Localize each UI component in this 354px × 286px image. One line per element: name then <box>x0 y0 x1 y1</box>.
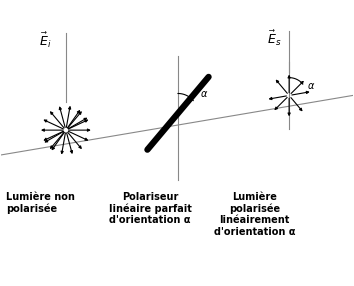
Text: $\vec{E}_s$: $\vec{E}_s$ <box>267 29 282 49</box>
Text: $\vec{E}_i$: $\vec{E}_i$ <box>39 31 51 50</box>
Text: Lumière
polarisée
linéairement
d'orientation α: Lumière polarisée linéairement d'orienta… <box>213 192 295 237</box>
Text: $\alpha$: $\alpha$ <box>200 89 208 99</box>
Text: Lumière non
polarisée: Lumière non polarisée <box>6 192 75 214</box>
Text: Polariseur
linéaire parfait
d'orientation α: Polariseur linéaire parfait d'orientatio… <box>109 192 192 225</box>
Text: $\alpha$: $\alpha$ <box>307 81 315 91</box>
